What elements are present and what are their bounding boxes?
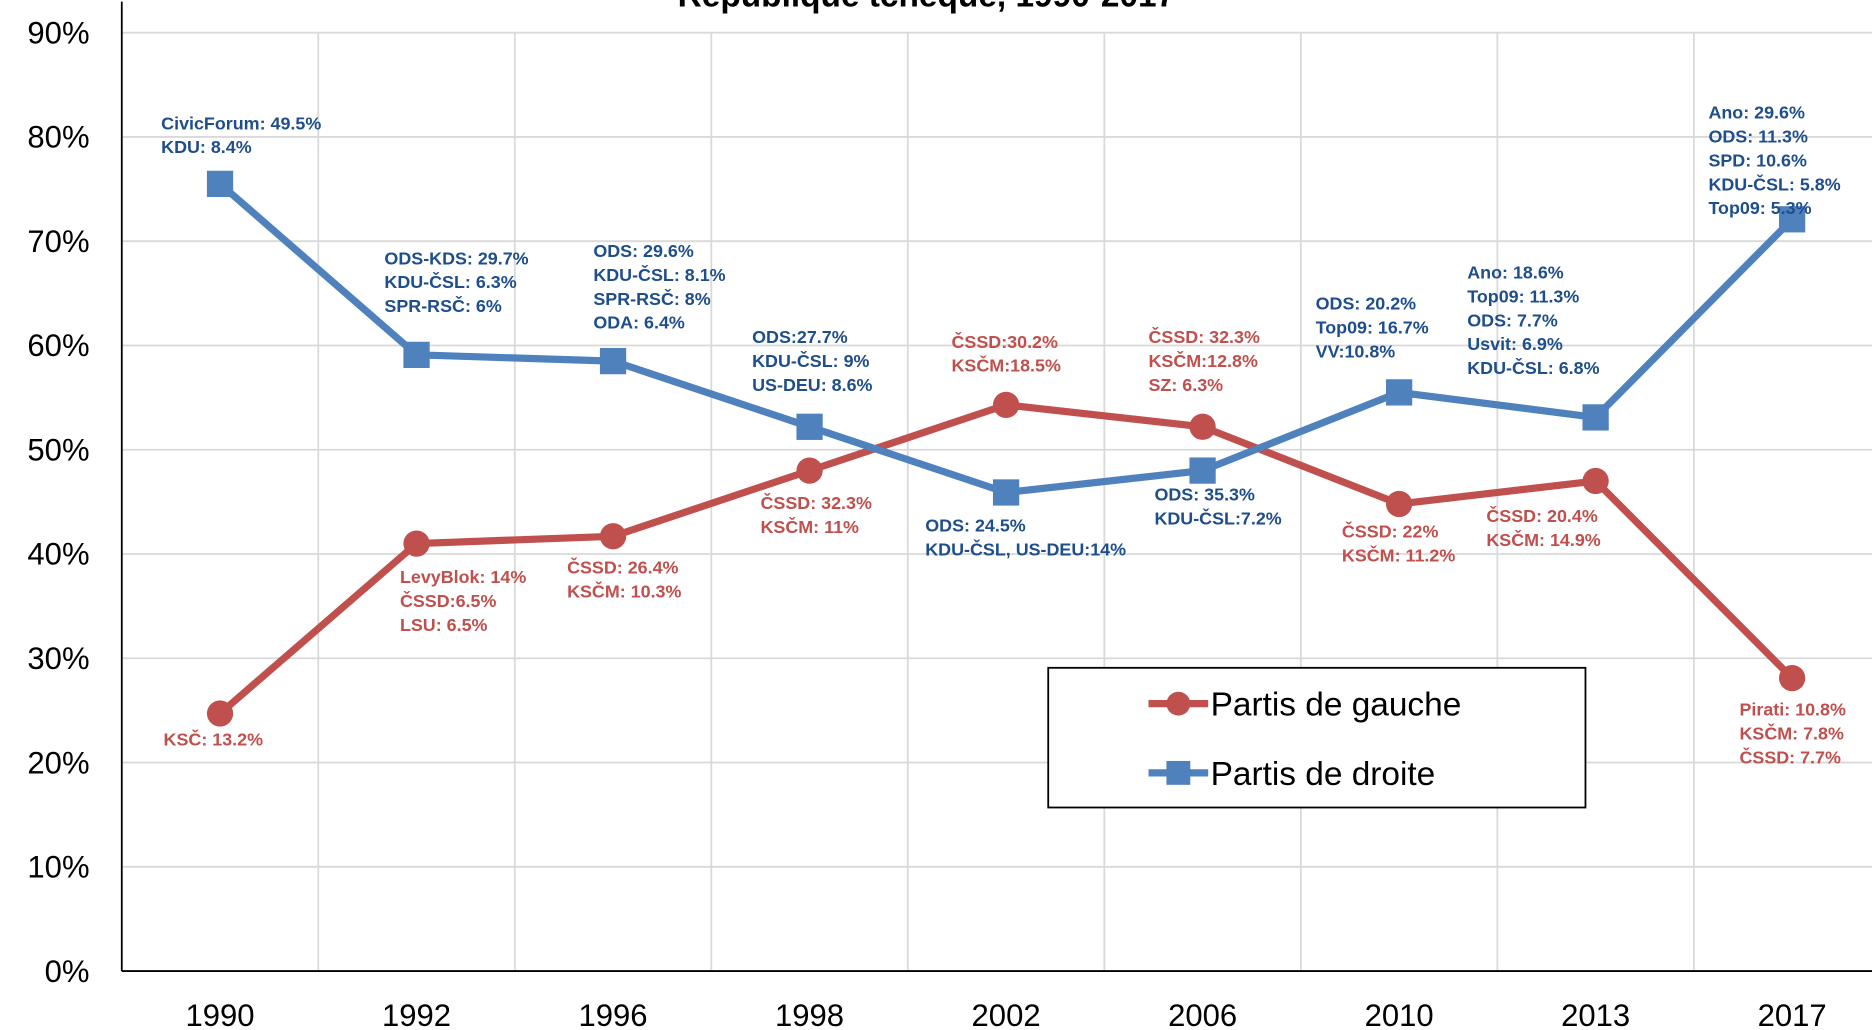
data-label: ČSSD: 22% <box>1342 521 1439 542</box>
y-tick-label: 0% <box>45 954 90 989</box>
data-label: Top09: 16.7% <box>1316 318 1429 338</box>
data-label: KSČM: 10.3% <box>567 580 681 601</box>
data-label: SPR-RSČ: 8% <box>593 288 710 309</box>
point <box>1189 413 1216 440</box>
data-label: Pirati: 10.8% <box>1739 700 1845 720</box>
data-label: KDU-ČSL: 8.1% <box>593 264 725 285</box>
data-label: ČSSD: 26.4% <box>567 557 678 578</box>
x-tick-label: 1996 <box>579 998 648 1030</box>
y-tick-label: 90% <box>27 15 89 50</box>
data-label: ODS: 11.3% <box>1708 127 1808 147</box>
y-tick-label: 40% <box>27 537 89 572</box>
data-label: KDU-ČSL: 6.8% <box>1467 357 1599 378</box>
data-label: KSČM: 11.2% <box>1342 545 1455 566</box>
data-label: LevyBlok: 14% <box>400 567 526 587</box>
point <box>992 391 1020 419</box>
data-label: ČSSD: 20.4% <box>1486 505 1597 526</box>
y-tick-label: 70% <box>27 224 89 259</box>
data-label: KDU-ČSL:7.2% <box>1154 508 1281 529</box>
data-label: ODS:27.7% <box>752 327 848 347</box>
data-label: LSU: 6.5% <box>400 615 488 635</box>
x-tick-label: 1992 <box>382 998 451 1030</box>
y-tick-label: 60% <box>27 328 89 363</box>
x-tick-label: 2002 <box>972 998 1041 1030</box>
point <box>1385 379 1413 406</box>
point <box>1189 457 1216 484</box>
data-label: ČSSD:30.2% <box>952 331 1058 352</box>
x-tick-label: 1990 <box>186 998 255 1030</box>
point <box>206 170 234 197</box>
data-label: Ano: 29.6% <box>1708 103 1805 123</box>
data-label: KDU-ČSL: 6.3% <box>384 271 516 292</box>
data-label: KDU-ČSL: 9% <box>752 350 869 371</box>
data-label: VV:10.8% <box>1316 341 1396 361</box>
point <box>1778 664 1806 692</box>
point <box>1582 467 1609 495</box>
y-tick-label: 30% <box>27 641 89 676</box>
point <box>992 479 1020 506</box>
data-label: SZ: 6.3% <box>1149 375 1224 395</box>
data-label: ČSSD: 7.7% <box>1739 746 1841 767</box>
data-label: ČSSD: 32.3% <box>1149 326 1260 347</box>
data-label: US-DEU: 8.6% <box>752 375 872 395</box>
data-label: ODS-KDS: 29.7% <box>384 248 528 268</box>
data-label: ODS: 35.3% <box>1154 485 1255 505</box>
data-label: Ano: 18.6% <box>1467 263 1564 283</box>
data-label: Top09: 11.3% <box>1467 286 1579 306</box>
point <box>599 347 627 375</box>
legend-marker <box>1166 760 1191 785</box>
point <box>796 413 823 440</box>
y-tick-label: 80% <box>27 120 89 155</box>
x-tick-label: 1998 <box>775 998 844 1030</box>
point <box>599 523 627 550</box>
data-label: CivicForum: 49.5% <box>161 113 321 133</box>
point <box>1778 206 1806 233</box>
x-tick-label: 2013 <box>1561 998 1630 1030</box>
data-label: KSČM: 7.8% <box>1739 722 1843 743</box>
chart-title: République tchèque, 1990-2017 <box>678 0 1176 14</box>
data-label: ODS: 7.7% <box>1467 310 1558 330</box>
data-label: Usvit: 6.9% <box>1467 334 1563 354</box>
data-label: KSČM:12.8% <box>1149 350 1258 371</box>
point <box>403 530 430 557</box>
data-label: KDU-ČSL, US-DEU:14% <box>925 539 1126 560</box>
data-label: ODS: 29.6% <box>593 241 694 261</box>
data-label: KSČM: 11% <box>761 516 860 537</box>
y-tick-label: 50% <box>27 432 89 467</box>
point <box>206 700 234 727</box>
data-label: KDU-ČSL: 5.8% <box>1708 173 1840 194</box>
data-label: Top09: 5.3% <box>1708 198 1811 218</box>
data-label: KSČ: 13.2% <box>164 728 264 749</box>
y-tick-label: 10% <box>27 850 89 885</box>
data-label: ČSSD:6.5% <box>400 590 497 611</box>
data-label: ODS: 20.2% <box>1316 294 1417 314</box>
x-tick-label: 2017 <box>1758 998 1827 1030</box>
data-label: ODS: 24.5% <box>925 516 1026 536</box>
legend-label: Partis de gauche <box>1211 687 1462 724</box>
point <box>403 341 430 368</box>
point <box>796 457 823 484</box>
data-label: SPD: 10.6% <box>1708 150 1807 170</box>
point <box>1385 490 1413 518</box>
data-label: KDU: 8.4% <box>161 137 252 157</box>
legend-marker <box>1166 691 1191 716</box>
data-label: KSČM: 14.9% <box>1486 529 1600 550</box>
point <box>1582 404 1609 431</box>
x-tick-label: 2006 <box>1168 998 1237 1030</box>
data-label: KSČM:18.5% <box>952 355 1061 376</box>
x-tick-label: 2010 <box>1365 998 1434 1030</box>
legend-label: Partis de droite <box>1211 756 1436 793</box>
data-label: ODA: 6.4% <box>593 313 685 333</box>
legend-box <box>1047 666 1587 809</box>
data-label: SPR-RSČ: 6% <box>384 295 501 316</box>
y-tick-label: 20% <box>27 745 89 780</box>
data-label: ČSSD: 32.3% <box>761 492 872 513</box>
